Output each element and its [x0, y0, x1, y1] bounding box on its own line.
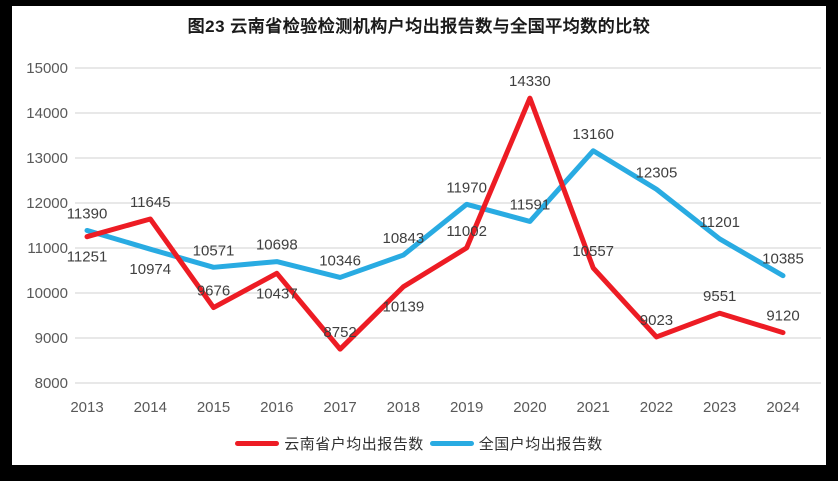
data-label: 9551: [703, 288, 736, 305]
data-label: 14330: [509, 73, 551, 90]
data-label: 10974: [129, 261, 171, 278]
data-label: 10437: [256, 285, 298, 302]
x-tick-label: 2022: [640, 399, 673, 416]
y-tick-label: 13000: [26, 150, 68, 167]
x-tick-label: 2016: [260, 399, 293, 416]
x-tick-label: 2017: [323, 399, 356, 416]
data-label: 10843: [383, 230, 425, 247]
legend-item-yunnan: 云南省户均出报告数: [235, 433, 424, 454]
data-label: 8752: [323, 324, 356, 341]
data-label: 11251: [67, 249, 108, 266]
y-tick-label: 15000: [26, 60, 68, 77]
data-label: 11002: [446, 223, 487, 240]
data-label: 10139: [383, 299, 425, 316]
data-label: 10557: [572, 243, 614, 260]
y-tick-label: 10000: [26, 285, 68, 302]
y-tick-label: 8000: [35, 375, 68, 392]
series-line: [84, 148, 786, 280]
x-tick-label: 2024: [766, 399, 799, 416]
x-tick-label: 2013: [70, 399, 103, 416]
data-label: 10571: [193, 242, 235, 259]
legend-label: 云南省户均出报告数: [284, 436, 424, 453]
data-label: 9676: [197, 283, 230, 300]
data-label: 10698: [256, 237, 298, 254]
legend: 云南省户均出报告数 全国户均出报告数: [12, 433, 826, 454]
data-label: 11591: [510, 196, 551, 213]
data-label: 10346: [319, 252, 361, 269]
chart-title: 图23 云南省检验检测机构户均出报告数与全国平均数的比较: [187, 17, 651, 36]
y-tick-label: 11000: [27, 240, 68, 257]
data-label: 9023: [640, 312, 673, 329]
data-label: 11970: [446, 179, 487, 196]
data-label: 10385: [762, 251, 804, 268]
y-tick-label: 9000: [35, 330, 68, 347]
legend-swatch: [235, 441, 280, 446]
data-label: 11390: [67, 205, 108, 222]
legend-swatch: [429, 441, 474, 446]
data-label: 11201: [699, 214, 740, 231]
data-label: 9120: [766, 308, 799, 325]
x-tick-label: 2023: [703, 399, 736, 416]
series-line: [84, 95, 786, 352]
x-tick-label: 2019: [450, 399, 483, 416]
x-tick-label: 2015: [197, 399, 230, 416]
x-tick-label: 2014: [134, 399, 167, 416]
data-label: 11645: [130, 194, 171, 211]
legend-label: 全国户均出报告数: [478, 436, 603, 453]
chart-frame: 图23 云南省检验检测机构户均出报告数与全国平均数的比较 8000 9000 100…: [12, 6, 826, 465]
legend-item-national: 全国户均出报告数: [429, 433, 603, 454]
x-tick-label: 2020: [513, 399, 546, 416]
y-tick-label: 14000: [26, 105, 68, 122]
data-label: 13160: [572, 126, 614, 143]
x-tick-label: 2021: [576, 399, 609, 416]
data-label: 12305: [636, 164, 678, 181]
y-tick-label: 12000: [26, 195, 68, 212]
line-chart: 8000 9000 10000 11000 12000 13000 14000 15000 20…: [26, 60, 821, 416]
x-tick-label: 2018: [387, 399, 420, 416]
